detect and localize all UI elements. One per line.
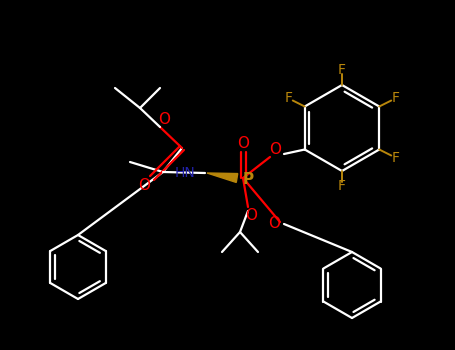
Text: F: F [338,179,346,193]
Text: O: O [268,217,280,231]
Text: F: F [285,91,293,105]
Text: HN: HN [174,166,195,180]
Text: F: F [391,91,399,105]
Polygon shape [207,173,238,182]
Text: O: O [138,177,150,192]
Text: F: F [338,63,346,77]
Text: P: P [243,173,253,188]
Text: F: F [391,150,399,164]
Text: O: O [245,209,257,224]
Text: O: O [237,135,249,150]
Text: O: O [269,142,281,158]
Text: O: O [158,112,170,126]
